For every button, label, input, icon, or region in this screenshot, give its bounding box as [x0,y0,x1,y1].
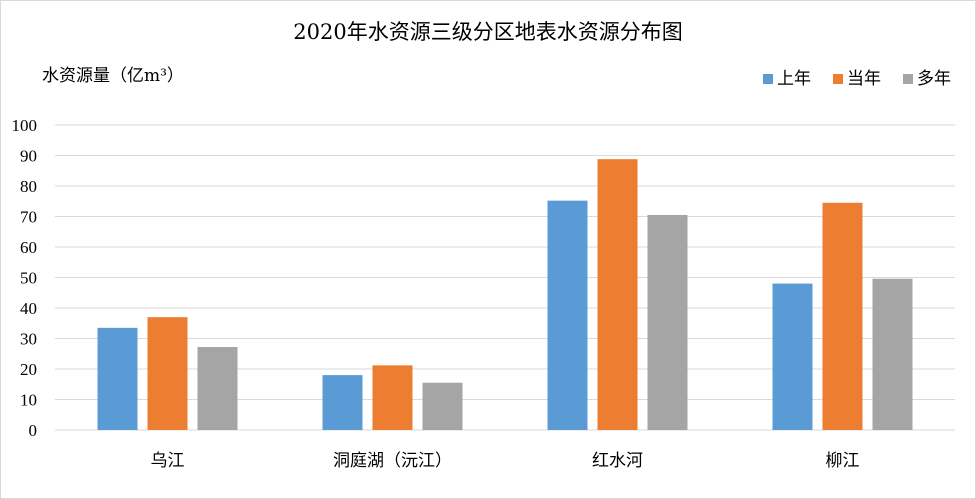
category-labels: 乌江 洞庭湖（沅江） 红水河 柳江 [151,451,860,471]
bar-多年-洞庭湖（沅江） [422,382,463,430]
category-label: 乌江 [151,451,185,471]
bar-多年-红水河 [647,214,688,430]
bar-上年-乌江 [97,327,138,430]
legend-label: 上年 [777,69,811,89]
legend-swatch [763,74,773,84]
y-tick-label: 20 [20,360,37,379]
category-label: 洞庭湖（沅江） [333,451,452,471]
bar-当年-红水河 [597,159,638,430]
bars [97,159,913,430]
category-label: 柳江 [826,451,860,471]
category-label: 红水河 [592,451,643,471]
y-tick-label: 0 [29,421,38,440]
legend: 上年 当年 多年 [763,69,951,89]
y-tick-label: 30 [20,330,37,349]
gridlines [55,124,955,431]
y-tick-label: 70 [20,208,37,227]
bar-上年-洞庭湖（沅江） [322,375,363,430]
bar-当年-柳江 [822,202,863,430]
y-tick-labels: 0 10 20 30 40 50 60 70 80 90 100 [12,116,38,440]
bar-当年-乌江 [147,317,188,430]
bar-当年-洞庭湖（沅江） [372,365,413,430]
y-tick-label: 10 [20,391,37,410]
y-tick-label: 80 [20,177,37,196]
y-tick-label: 60 [20,238,37,257]
legend-swatch [903,74,913,84]
chart-title: 2020年水资源三级分区地表水资源分布图 [293,20,682,44]
legend-swatch [833,74,843,84]
y-tick-label: 40 [20,299,37,318]
legend-label: 多年 [917,69,951,89]
y-tick-label: 90 [20,147,37,166]
bar-上年-柳江 [772,283,813,430]
y-tick-label: 50 [20,269,37,288]
y-tick-label: 100 [12,116,38,135]
y-axis-label: 水资源量（亿m³） [42,66,184,86]
bar-上年-红水河 [547,200,588,430]
bar-多年-乌江 [197,347,238,430]
bar-多年-柳江 [872,278,913,430]
legend-label: 当年 [847,69,881,89]
